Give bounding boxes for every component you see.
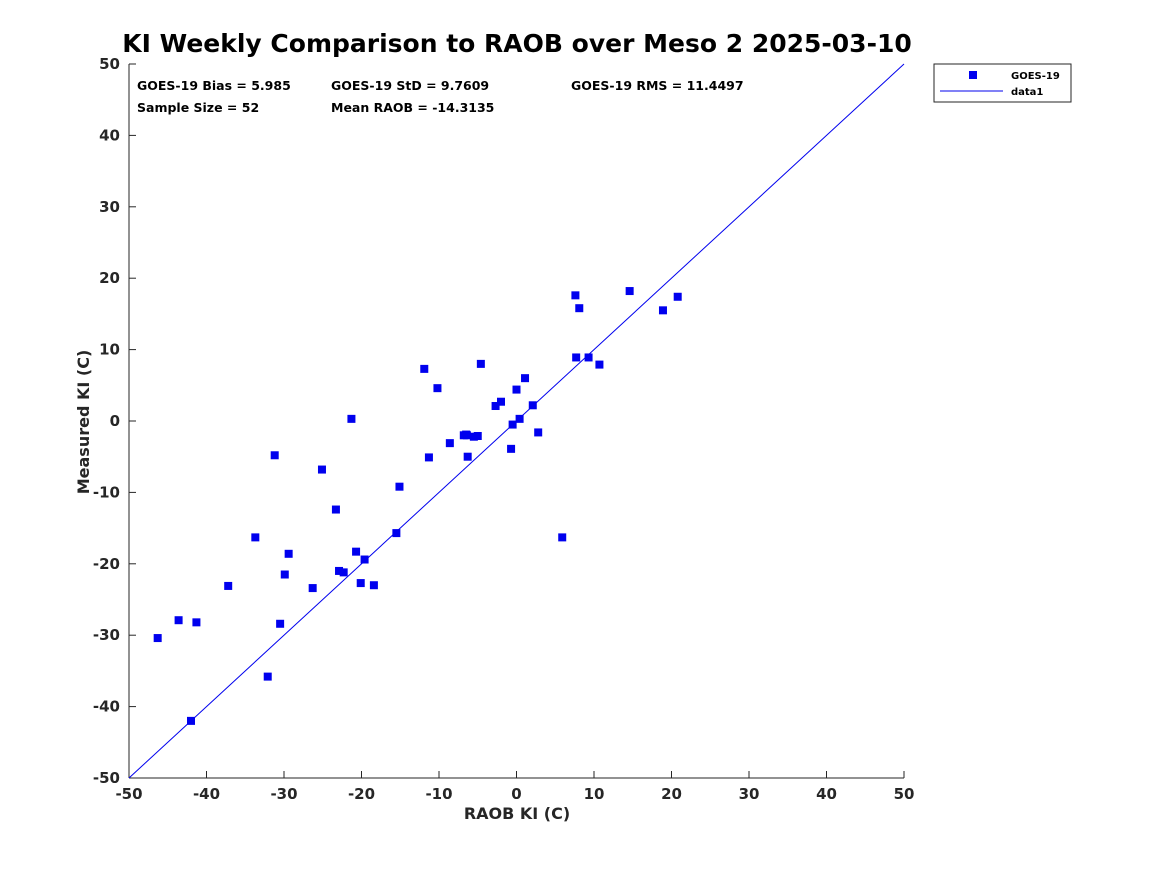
y-tick-label: 50 <box>99 55 120 73</box>
scatter-point <box>335 566 344 575</box>
scatter-point <box>331 505 340 514</box>
x-tick-label: -20 <box>348 785 375 803</box>
scatter-point <box>347 414 356 423</box>
scatter-point <box>558 533 567 542</box>
y-axis-label: Measured KI (C) <box>74 350 93 495</box>
legend: GOES-19 data1 <box>933 63 1072 103</box>
stat-std: GOES-19 StD = 9.7609 <box>331 78 489 93</box>
scatter-point <box>625 287 634 296</box>
scatter-point <box>224 581 233 590</box>
x-tick-label: 40 <box>816 785 837 803</box>
stat-rms: GOES-19 RMS = 11.4497 <box>571 78 744 93</box>
y-tick-label: -10 <box>93 483 120 501</box>
scatter-point <box>473 431 482 440</box>
stat-mean-raob: Mean RAOB = -14.3135 <box>331 100 494 115</box>
scatter-point <box>360 555 369 564</box>
scatter-point <box>392 529 401 538</box>
scatter-point <box>497 397 505 406</box>
scatter-point <box>284 549 293 558</box>
y-tick-label: -20 <box>93 555 120 573</box>
x-tick-label: 10 <box>584 785 605 803</box>
scatter-point <box>571 291 580 300</box>
x-axis-label: RAOB KI (C) <box>464 804 570 823</box>
x-tick-label: 20 <box>661 785 682 803</box>
scatter-point <box>192 618 201 627</box>
scatter-point <box>153 634 162 643</box>
scatter-point <box>270 451 279 460</box>
scatter-point <box>673 292 682 301</box>
x-tick-label: -10 <box>425 785 452 803</box>
scatter-point <box>433 384 442 393</box>
stats-panel: GOES-19 Bias = 5.985 GOES-19 StD = 9.760… <box>137 78 744 115</box>
scatter-point <box>462 430 471 439</box>
stat-bias: GOES-19 Bias = 5.985 <box>137 78 291 93</box>
y-tick-label: 10 <box>99 341 120 359</box>
x-tick-label: 0 <box>511 785 521 803</box>
scatter-point <box>515 414 524 423</box>
x-tick-label: 50 <box>894 785 915 803</box>
x-tick-label: -30 <box>270 785 297 803</box>
y-tick-label: 20 <box>99 269 120 287</box>
scatter-point <box>356 579 365 588</box>
scatter-point <box>445 439 454 448</box>
y-tick-label: 30 <box>99 198 120 216</box>
y-tick-label: 40 <box>99 126 120 144</box>
scatter-point <box>352 547 361 556</box>
scatter-point <box>424 453 433 462</box>
scatter-point <box>491 402 500 411</box>
scatter-point <box>584 353 593 362</box>
scatter-point <box>572 353 581 362</box>
legend-label-data1: data1 <box>1011 87 1043 98</box>
y-tick-label: -50 <box>93 769 120 787</box>
scatter-point <box>339 568 348 577</box>
scatter-point <box>507 444 516 453</box>
scatter-point <box>308 584 317 593</box>
scatter-point <box>534 428 543 437</box>
scatter-point <box>251 533 260 542</box>
scatter-point <box>528 401 537 410</box>
scatter-point <box>263 672 272 681</box>
scatter-point <box>508 420 517 429</box>
y-tick-label: -30 <box>93 626 120 644</box>
stat-sample-size: Sample Size = 52 <box>137 100 259 115</box>
scatter-point <box>369 581 378 590</box>
y-tick-label: 0 <box>110 412 120 430</box>
x-tick-label: -50 <box>115 785 142 803</box>
y-tick-label: -40 <box>93 698 120 716</box>
x-tick-label: -40 <box>193 785 220 803</box>
axes: -50 -40 -30 -20 -10 0 10 20 30 40 50 -50 -40 -30 -20 -1… <box>93 55 915 803</box>
plot-area <box>128 63 905 779</box>
scatter-point <box>317 465 326 474</box>
legend-box <box>933 63 1072 103</box>
scatter-point <box>187 716 195 725</box>
scatter-point <box>420 364 429 373</box>
scatter-point <box>595 360 604 369</box>
scatter-point <box>395 482 404 491</box>
chart-title: KI Weekly Comparison to RAOB over Meso 2… <box>122 29 911 58</box>
scatter-point <box>463 452 472 461</box>
x-tick-label: 30 <box>739 785 760 803</box>
scatter-point <box>276 619 285 628</box>
scatter-point <box>280 570 289 579</box>
legend-label-goes19: GOES-19 <box>1011 71 1060 82</box>
legend-marker-goes19 <box>969 71 977 79</box>
scatter-point <box>512 385 521 394</box>
scatter-point <box>174 616 183 625</box>
scatter-point <box>658 306 667 315</box>
scatter-point <box>521 374 530 383</box>
scatter-point <box>476 359 485 368</box>
scatter-point <box>575 304 584 313</box>
